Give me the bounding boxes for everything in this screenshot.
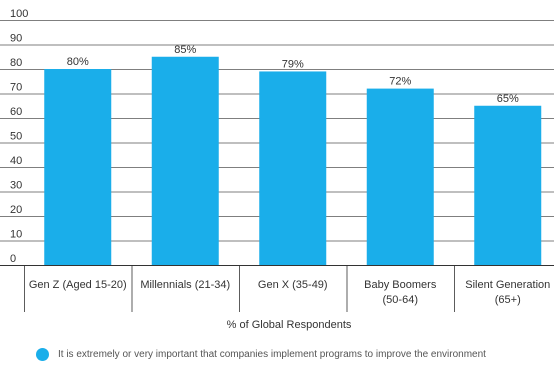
- bars: [44, 56, 542, 265]
- x-tick-label: (65+): [495, 294, 521, 306]
- bar: [366, 88, 434, 265]
- x-tick-label: Silent Generation: [465, 279, 550, 291]
- y-tick-label: 50: [10, 131, 22, 143]
- bar: [44, 69, 112, 265]
- x-tick-label: Gen X (35-49): [258, 279, 328, 291]
- data-label: 79%: [282, 58, 304, 70]
- bar: [474, 105, 542, 265]
- x-axis: Gen Z (Aged 15-20) Millennials (21-34) Gen…: [24, 265, 550, 312]
- y-tick-label: 40: [10, 155, 22, 167]
- legend-label: It is extremely or very important that c…: [58, 348, 486, 360]
- x-tick-label: Gen Z (Aged 15-20): [29, 279, 127, 291]
- legend: It is extremely or very important that c…: [36, 346, 486, 362]
- data-labels: 80% 85% 79% 72% 65%: [67, 44, 519, 105]
- legend-swatch: [36, 347, 49, 361]
- y-tick-label: 70: [10, 82, 22, 94]
- data-label: 85%: [174, 44, 196, 56]
- y-tick-label: 60: [10, 106, 22, 118]
- x-axis-title: % of Global Respondents: [227, 319, 352, 331]
- y-axis: 0 10 20 30 40 50 60 70 80 90 100: [10, 8, 28, 265]
- data-label: 65%: [497, 93, 519, 105]
- data-label: 80%: [67, 56, 89, 68]
- y-tick-label: 90: [10, 33, 22, 45]
- y-tick-label: 30: [10, 180, 22, 192]
- bar: [151, 56, 219, 265]
- x-tick-label: (50-64): [383, 294, 418, 306]
- x-tick-label: Baby Boomers: [364, 279, 437, 291]
- y-tick-label: 10: [10, 229, 22, 241]
- data-label: 72%: [389, 76, 411, 88]
- y-tick-label: 100: [10, 8, 28, 20]
- y-tick-label: 20: [10, 204, 22, 216]
- y-tick-label: 0: [10, 253, 16, 265]
- bar: [259, 71, 327, 265]
- x-tick-label: Millennials (21-34): [140, 279, 230, 291]
- y-tick-label: 80: [10, 57, 22, 69]
